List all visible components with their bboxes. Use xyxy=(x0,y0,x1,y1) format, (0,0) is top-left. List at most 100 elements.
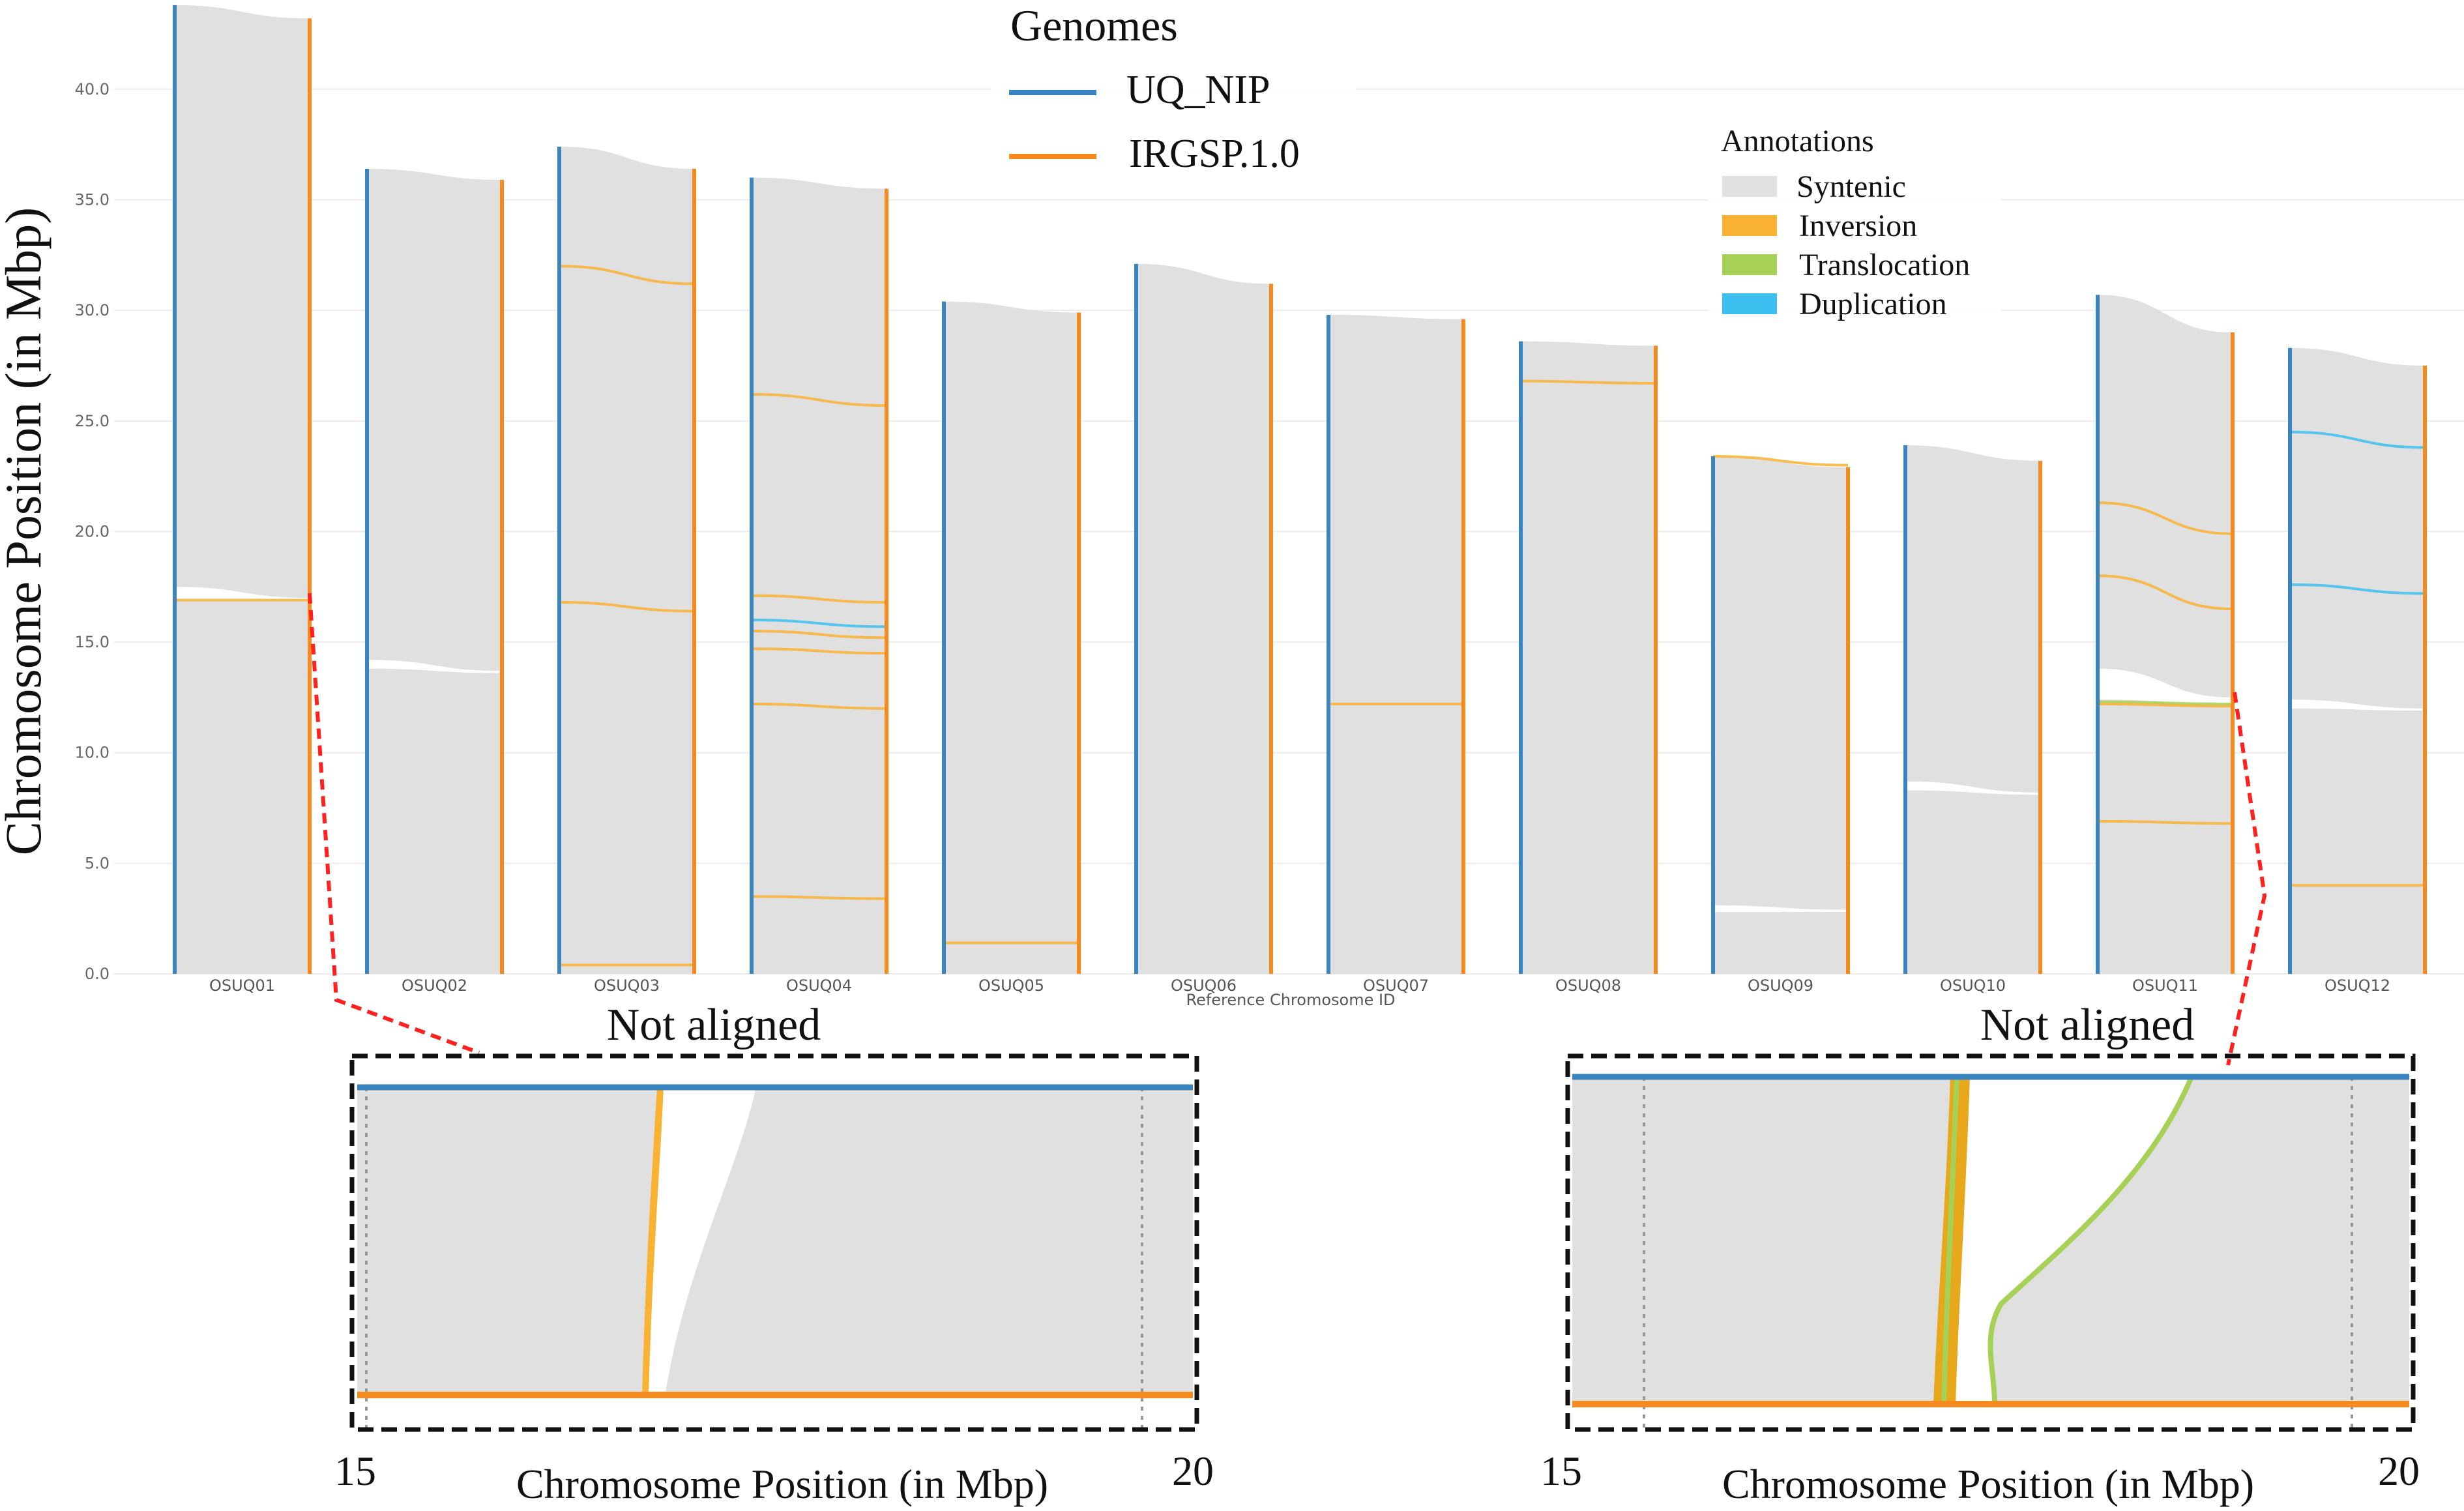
inversion-link xyxy=(559,265,695,286)
syntenic-block xyxy=(944,301,1079,974)
chromosome-pair-osuq10 xyxy=(1903,445,2042,974)
legend-label-uq-nip: UQ_NIP xyxy=(1126,68,1270,112)
y-tick-label: 0.0 xyxy=(85,965,110,983)
inset-right-xmax: 20 xyxy=(2378,1448,2420,1494)
x-category-labels: OSUQ01 OSUQ02 OSUQ03 OSUQ04 OSUQ05 OSUQ06 OSUQ… xyxy=(209,976,2390,995)
chromosome-pair-osuq11 xyxy=(2096,295,2235,974)
chromosome-pair-osuq04 xyxy=(750,177,888,974)
legend-swatch-duplication xyxy=(1722,293,1777,314)
inversion-link xyxy=(2097,819,2233,825)
y-tick-label: 20.0 xyxy=(75,522,110,540)
x-category-label: OSUQ03 xyxy=(594,976,660,995)
x-category-label: OSUQ06 xyxy=(1171,976,1237,995)
syntenic-block xyxy=(752,177,887,974)
x-category-label: OSUQ09 xyxy=(1748,976,1813,995)
syntenic-block xyxy=(175,5,310,975)
inset-right-xlabel: Chromosome Position (in Mbp) xyxy=(1722,1461,2254,1507)
syntenic-block xyxy=(559,147,694,974)
unaligned-gap xyxy=(2098,668,2233,705)
inversion-link xyxy=(751,594,887,604)
chromosome-pair-osuq12 xyxy=(2288,347,2427,974)
genomes-legend-title: Genomes xyxy=(1010,1,1178,50)
syntenic-block xyxy=(2290,347,2425,974)
inset-right-frame xyxy=(1565,1053,2416,1432)
legend-swatch-inversion xyxy=(1722,215,1777,236)
duplication-link xyxy=(751,619,887,628)
legend-label-syntenic: Syntenic xyxy=(1797,169,1906,204)
syntenic-block xyxy=(1521,341,1656,974)
chromosome-pair-osuq02 xyxy=(365,168,504,974)
x-category-label: OSUQ04 xyxy=(786,976,852,995)
inversion-link xyxy=(2097,703,2233,708)
x-category-label: OSUQ01 xyxy=(209,976,275,995)
x-category-label: OSUQ11 xyxy=(2132,976,2198,995)
inset-left-frame xyxy=(349,1053,1199,1432)
annotations-legend-title: Annotations xyxy=(1721,124,1874,158)
y-tick-label: 30.0 xyxy=(75,301,110,319)
inset-left-xlabel: Chromosome Position (in Mbp) xyxy=(516,1461,1048,1507)
syntenic-block xyxy=(1905,445,2040,974)
inversion-link xyxy=(751,393,887,407)
translocation-link xyxy=(2097,700,2233,706)
duplication-link xyxy=(2289,430,2426,449)
unaligned-gap xyxy=(367,660,502,673)
inversion-link xyxy=(751,703,887,710)
legend-label-irgsp: IRGSP.1.0 xyxy=(1129,132,1300,176)
x-category-label: OSUQ12 xyxy=(2325,976,2390,995)
x-category-label: OSUQ02 xyxy=(402,976,467,995)
legend-label-inversion: Inversion xyxy=(1799,209,1917,243)
y-tick-label: 10.0 xyxy=(75,744,110,762)
x-category-label: OSUQ08 xyxy=(1555,976,1621,995)
syntenic-block xyxy=(367,168,502,974)
x-category-label: OSUQ10 xyxy=(1940,976,2006,995)
unaligned-gap xyxy=(2290,699,2425,711)
x-category-label: OSUQ07 xyxy=(1363,976,1429,995)
inset-left: Not aligned 15 20 Chromosome Position (i… xyxy=(334,1000,1214,1507)
unaligned-gap xyxy=(1905,781,2040,795)
inversion-link xyxy=(2097,501,2233,535)
inset-left-xmin: 15 xyxy=(334,1448,376,1494)
y-tick-label: 35.0 xyxy=(75,190,110,209)
legend-label-duplication: Duplication xyxy=(1799,287,1947,321)
chromosome-pair-osuq06 xyxy=(1134,263,1273,975)
legend-swatch-syntenic xyxy=(1722,176,1777,197)
inset-right: Not aligned 15 20 Chromosome Position (i… xyxy=(1540,1000,2420,1507)
duplication-link xyxy=(2289,583,2426,595)
inversion-link xyxy=(1520,379,1656,385)
chromosome-pair-osuq09 xyxy=(1711,455,1850,974)
callout-line-left xyxy=(308,593,480,1055)
inset-right-xmin: 15 xyxy=(1540,1448,1582,1494)
y-axis-title: Chromosome Position (in Mbp) xyxy=(0,207,51,856)
legend-label-translocation: Translocation xyxy=(1799,248,1970,282)
chromosome-pair-osuq05 xyxy=(942,301,1081,974)
syntenic-block xyxy=(2098,295,2233,974)
inset-left-xmax: 20 xyxy=(1172,1448,1214,1494)
inset-left-unaligned-region xyxy=(645,1087,756,1396)
x-category-label: OSUQ05 xyxy=(978,976,1044,995)
genomes-legend: Genomes UQ_NIP IRGSP.1.0 xyxy=(991,0,1356,196)
syntenic-block xyxy=(1328,314,1463,974)
syntenic-block xyxy=(1136,263,1271,975)
inset-right-unaligned-region xyxy=(1956,1077,2192,1404)
unaligned-gap xyxy=(1713,905,1848,912)
x-axis-title: Reference Chromosome ID xyxy=(1186,991,1395,1009)
y-tick-label: 5.0 xyxy=(85,854,110,872)
inversion-link xyxy=(751,630,887,639)
inset-left-title: Not aligned xyxy=(607,1000,821,1050)
chromosome-pairs xyxy=(173,5,2427,975)
chromosome-pair-osuq01 xyxy=(173,5,312,975)
inversion-link xyxy=(559,600,695,613)
inversion-link xyxy=(751,647,887,655)
inversion-link xyxy=(1712,455,1849,467)
inset-right-title: Not aligned xyxy=(1980,1000,2195,1050)
inversion-link xyxy=(751,895,887,900)
unaligned-gap xyxy=(175,587,310,600)
legend-swatch-translocation xyxy=(1722,254,1777,275)
y-ticks: 0.0 5.0 10.0 15.0 20.0 25.0 30.0 35.0 40.0 xyxy=(75,80,110,983)
inset-left-inversion xyxy=(642,1087,664,1396)
y-tick-label: 15.0 xyxy=(75,633,110,651)
callout-line-right xyxy=(2226,692,2267,1066)
y-tick-label: 40.0 xyxy=(75,80,110,98)
chromosome-pair-osuq03 xyxy=(557,147,696,974)
